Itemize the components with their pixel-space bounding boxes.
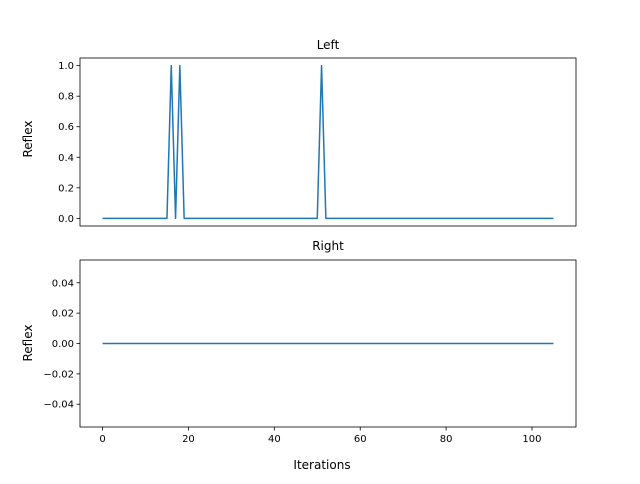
subplot-left: Left Reflex 0.0 0.2 0.4 0.6 0.8 1.0 [21,38,577,227]
y-axis-label-right: Reflex [21,324,35,361]
y-tick-label-left: 0.8 [58,92,74,103]
plot-frame-left [79,57,577,227]
y-tick-label-left: 0.6 [58,122,74,133]
subplot-title-left: Left [317,38,340,52]
y-tick-label-right: 0.02 [52,309,74,320]
x-tick-label-right: 20 [182,434,195,445]
y-tick-label-right: −0.02 [43,369,74,380]
x-tick-label-right: 40 [268,434,281,445]
y-axis-label-left: Reflex [21,120,35,157]
subplot-right: Right Reflex Iterations −0.04 −0.02 0.00 0.… [21,239,577,472]
y-tick-label-right: 0.04 [52,278,74,289]
y-tick-label-left: 1.0 [58,61,74,72]
plot-frame-right [79,259,577,428]
x-tick-label-right: 60 [354,434,367,445]
y-tick-label-right: −0.04 [43,400,74,411]
x-axis-label: Iterations [293,458,350,472]
y-tick-label-left: 0.0 [58,214,74,225]
subplot-title-right: Right [312,239,344,253]
series-line-left [102,64,554,220]
x-tick-label-right: 100 [522,434,541,445]
y-tick-label-left: 0.4 [58,153,74,164]
y-tick-label-right: 0.00 [52,339,74,350]
y-tick-label-left: 0.2 [58,183,74,194]
x-tick-label-right: 0 [99,434,105,445]
x-tick-label-right: 80 [440,434,453,445]
